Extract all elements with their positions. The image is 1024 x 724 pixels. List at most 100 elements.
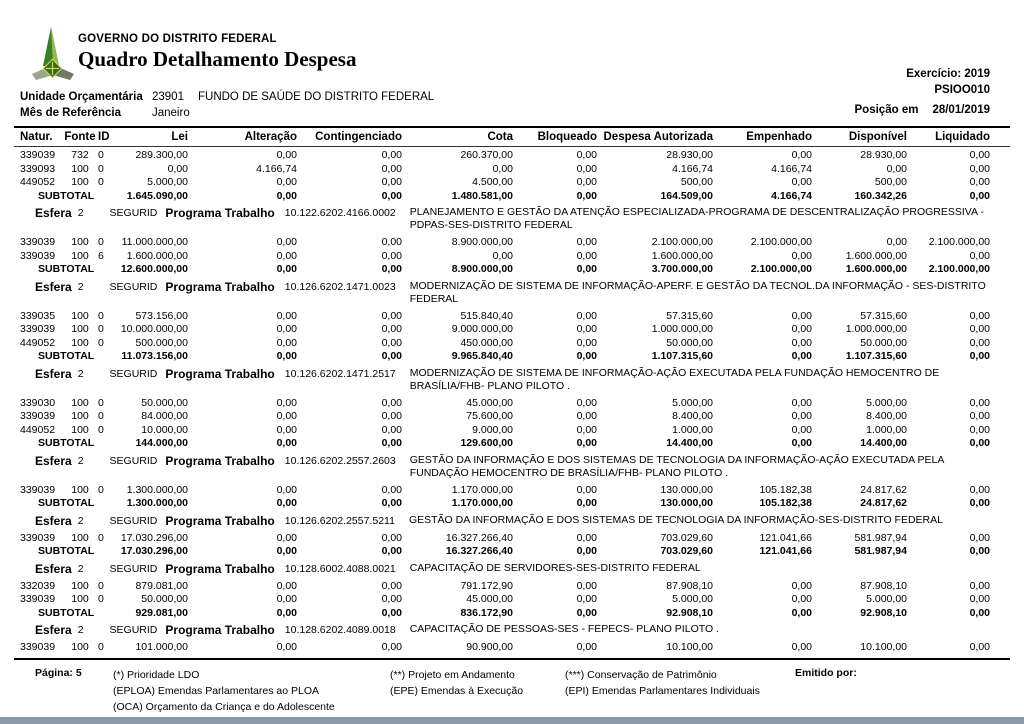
subtotal-cell-despesa-autorizada: 3.700.000,00: [651, 263, 713, 275]
cell-liquidado: 0,00: [969, 309, 990, 322]
subtotal-cell-despesa-autorizada: 14.400,00: [666, 437, 713, 449]
cell-fonte: 100: [71, 162, 89, 175]
column-header-despesa-autorizada: Despesa Autorizada: [603, 131, 714, 143]
cell-liquidado: 0,00: [969, 149, 990, 161]
programa-trabalho-code: 10.128.6002.4088.0021: [284, 562, 396, 575]
cell-lei: 17.030.296,00: [120, 531, 188, 544]
table-row: 339039 100 0 101.000,00 0,00 0,00 90.900,00 0,0…: [20, 641, 990, 655]
cell-altera-o: 0,00: [276, 531, 297, 544]
cell-bloqueado: 0,00: [576, 423, 597, 436]
subtotal-row: SUBTOTAL 929.081,00 0,00 0,00 836.172,90 0,00…: [20, 607, 990, 621]
cell-natur-: 339039: [20, 531, 56, 544]
cell-empenhado: 0,00: [791, 423, 812, 436]
subtotal-cell-liquidado: 0,00: [969, 497, 990, 509]
cell-contingenciado: 0,00: [381, 249, 402, 262]
subtotal-label: SUBTOTAL: [38, 606, 95, 619]
cell-dispon-vel: 8.400,00: [866, 410, 907, 422]
subtotal-cell-liquidado: 0,00: [969, 189, 990, 202]
table-body: 339039 732 0 289.300,00 0,00 0,00 260.370,00 0,…: [0, 149, 1024, 655]
cell-contingenciado: 0,00: [381, 309, 402, 322]
header-top-rule: [14, 126, 1010, 128]
subtotal-label: SUBTOTAL: [38, 263, 95, 275]
cell-empenhado: 0,00: [791, 323, 812, 335]
cell-natur-: 339039: [20, 593, 56, 605]
column-header-altera-o: Alteração: [244, 131, 297, 143]
cell-empenhado: 121.041,66: [759, 531, 812, 544]
table-row: 339039 100 0 17.030.296,00 0,00 0,00 16.327.26…: [20, 532, 990, 546]
cell-despesa-autorizada: 50.000,00: [666, 336, 713, 349]
cell-id: 0: [98, 593, 104, 605]
cell-id: 0: [98, 236, 104, 248]
cell-empenhado: 105.182,38: [759, 483, 812, 496]
cell-lei: 879.081,00: [135, 579, 188, 592]
cell-fonte: 100: [71, 483, 89, 496]
column-header-contingenciado: Contingenciado: [315, 131, 402, 143]
programa-trabalho-label: Programa Trabalho: [165, 279, 275, 294]
cell-contingenciado: 0,00: [381, 593, 402, 605]
cell-empenhado: 0,00: [791, 410, 812, 422]
cell-liquidado: 0,00: [969, 579, 990, 592]
subtotal-cell-empenhado: 2.100.000,00: [750, 263, 812, 275]
cell-dispon-vel: 28.930,00: [860, 149, 907, 161]
cell-despesa-autorizada: 87.908,10: [666, 579, 713, 592]
esfera-value: 2: [77, 367, 84, 380]
cell-dispon-vel: 1.000,00: [866, 423, 907, 436]
table-header-row: Natur. Fonte ID Lei Alteração Contingenciado C…: [20, 130, 990, 144]
esfera-label: Esfera: [35, 206, 72, 220]
column-header-empenhado: Empenhado: [746, 131, 812, 143]
cell-altera-o: 0,00: [276, 579, 297, 592]
programa-trabalho-label: Programa Trabalho: [165, 561, 275, 576]
cell-lei: 10.000.000,00: [120, 323, 188, 335]
cell-cota: 450.000,00: [460, 336, 513, 349]
esfera-label: Esfera: [35, 366, 72, 381]
cell-altera-o: 0,00: [276, 149, 297, 161]
unidade-name: FUNDO DE SAÚDE DO DISTRITO FEDERAL: [197, 91, 435, 103]
esfera-program-row: Esfera 2 SEGURID Programa Trabalho 10.126.62…: [0, 280, 1004, 306]
cell-bloqueado: 0,00: [576, 593, 597, 605]
cell-fonte: 732: [71, 149, 89, 161]
subtotal-cell-lei: 17.030.296,00: [120, 545, 188, 557]
subtotal-cell-bloqueado: 0,00: [576, 497, 597, 509]
cell-cota: 9.000,00: [472, 423, 513, 436]
cell-lei: 11.000.000,00: [121, 236, 188, 248]
cell-cota: 791.172,90: [460, 579, 513, 592]
cell-natur-: 332039: [20, 579, 56, 592]
exercicio-value: Exercício: 2019: [906, 68, 990, 80]
esfera-program-row: Esfera 2 SEGURID Programa Trabalho 10.122.62…: [0, 206, 1004, 232]
subtotal-cell-lei: 929.081,00: [135, 606, 188, 619]
cell-dispon-vel: 5.000,00: [866, 593, 907, 605]
subtotal-cell-liquidado: 0,00: [969, 350, 990, 362]
cell-bloqueado: 0,00: [576, 323, 597, 335]
esfera-program-row: Esfera 2 SEGURID Programa Trabalho 10.126.62…: [0, 514, 1004, 528]
cell-altera-o: 0,00: [276, 236, 297, 248]
cell-natur-: 339030: [20, 396, 56, 409]
subtotal-cell-lei: 144.000,00: [135, 437, 188, 449]
cell-natur-: 339039: [20, 483, 56, 496]
cell-lei: 101.000,00: [135, 641, 188, 653]
programa-trabalho-label: Programa Trabalho: [165, 513, 275, 528]
column-header-natur-: Natur.: [20, 131, 53, 143]
cell-cota: 0,00: [492, 162, 513, 175]
cell-natur-: 339039: [20, 236, 56, 248]
table-row: 339039 100 6 1.600.000,00 0,00 0,00 0,00 0,00 1.…: [20, 250, 990, 264]
cell-fonte: 100: [71, 641, 89, 653]
cell-bloqueado: 0,00: [576, 579, 597, 592]
page-number-label: Página:: [35, 666, 73, 679]
cell-id: 0: [98, 162, 104, 175]
cell-natur-: 339035: [20, 309, 56, 322]
cell-dispon-vel: 10.100,00: [860, 641, 907, 653]
table-row: 339039 100 0 50.000,00 0,00 0,00 45.000,00 0,00…: [20, 593, 990, 607]
cell-altera-o: 0,00: [276, 336, 297, 349]
programa-trabalho-label: Programa Trabalho: [165, 366, 275, 381]
table-row: 449052 100 0 10.000,00 0,00 0,00 9.000,00 0,00 1…: [20, 424, 990, 438]
cell-despesa-autorizada: 500,00: [680, 176, 713, 188]
legend-item: (EPI) Emendas Parlamentares Individuais: [565, 684, 760, 697]
subtotal-cell-dispon-vel: 160.342,26: [854, 189, 907, 202]
emitido-por-label: Emitido por:: [795, 666, 857, 679]
report-header: GOVERNO DO DISTRITO FEDERAL Quadro Detal…: [0, 0, 1024, 126]
subtotal-cell-despesa-autorizada: 130.000,00: [660, 497, 713, 509]
subtotal-cell-cota: 1.480.581,00: [451, 189, 513, 202]
cell-contingenciado: 0,00: [381, 579, 402, 592]
table-row: 339039 732 0 289.300,00 0,00 0,00 260.370,00 0,…: [20, 149, 990, 163]
cell-contingenciado: 0,00: [381, 483, 402, 496]
